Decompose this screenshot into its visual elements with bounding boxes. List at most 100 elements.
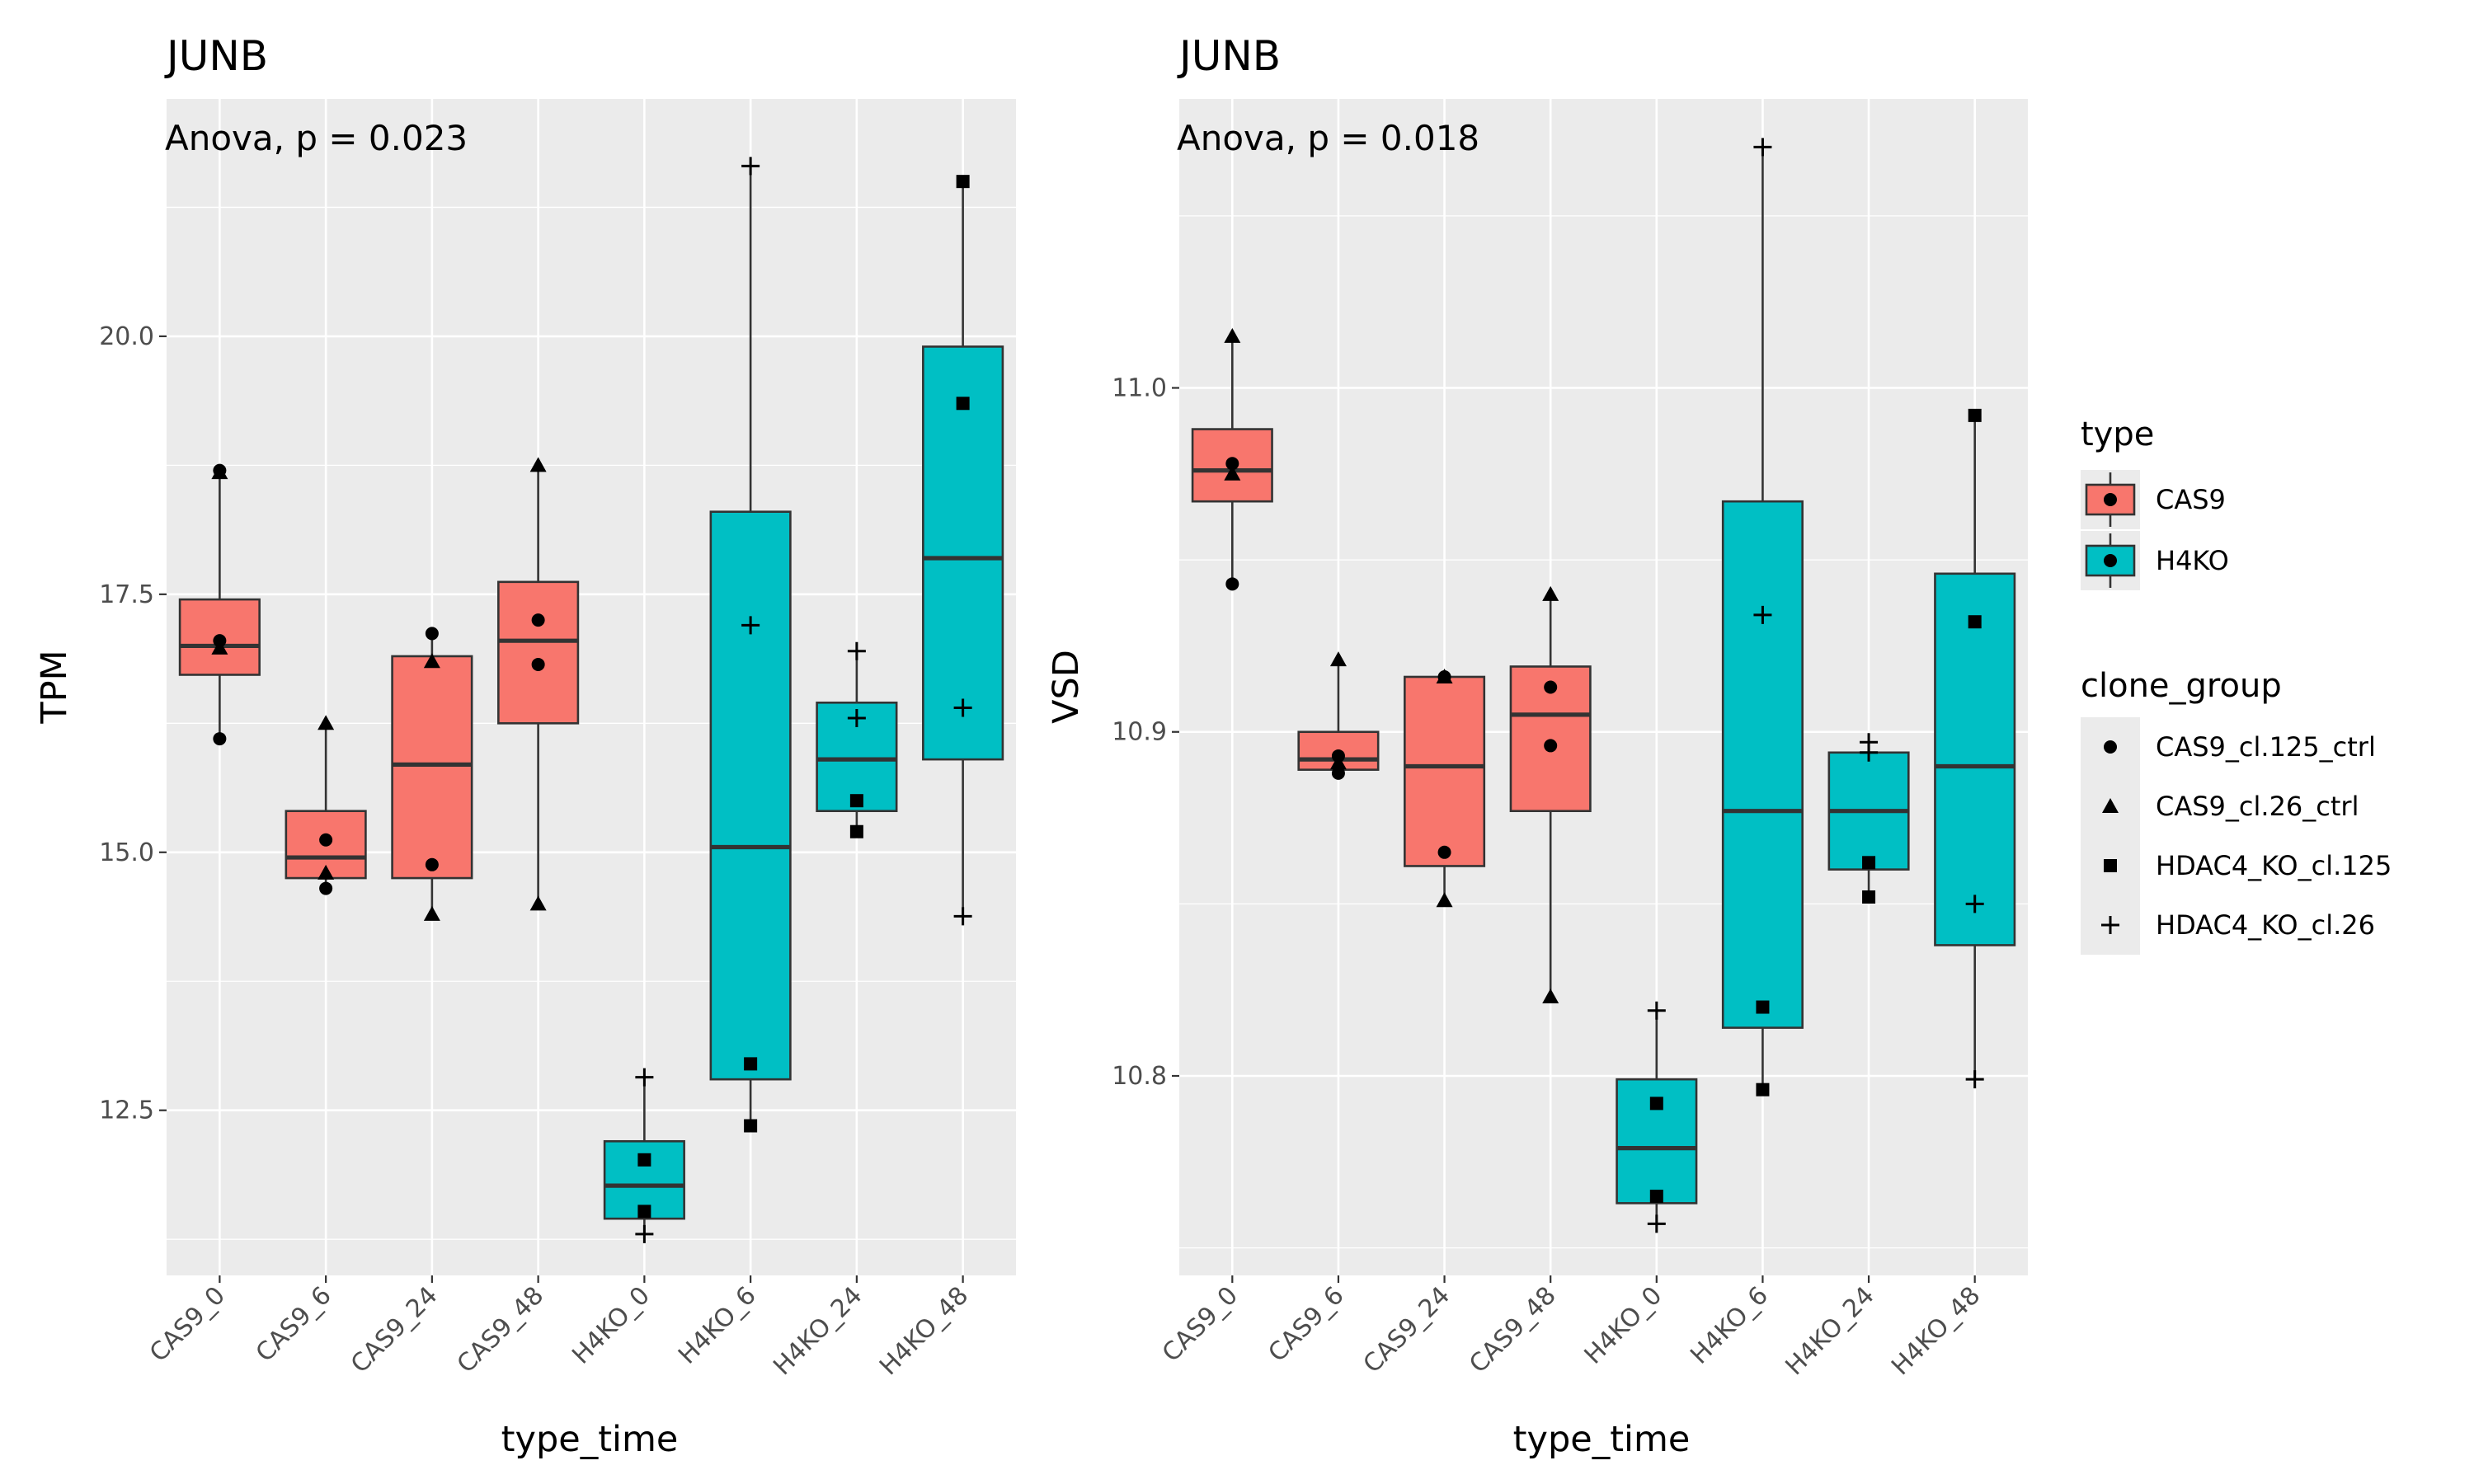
legend-label: HDAC4_KO_cl.125 xyxy=(2156,850,2392,881)
data-point xyxy=(211,464,228,480)
data-point xyxy=(1331,766,1345,780)
data-point xyxy=(211,639,228,655)
legend-item-h4ko: H4KO xyxy=(2081,531,2229,590)
x-axis-ticks-right: CAS9_0 CAS9_6 CAS9_24 CAS9_48 H4KO_0 H4KO_6 H4… xyxy=(1157,1275,1986,1381)
box-body xyxy=(709,510,792,1081)
data-point xyxy=(744,1057,758,1071)
data-point xyxy=(1649,1190,1663,1204)
y-tick-label: 17.5 xyxy=(99,580,154,609)
chart-title-right: JUNB xyxy=(1177,32,1281,80)
data-point xyxy=(744,1119,758,1133)
data-point xyxy=(531,613,545,627)
data-point xyxy=(635,1068,654,1087)
y-tick-label: 10.9 xyxy=(1112,718,1167,747)
box-H4KO_6 xyxy=(709,166,792,1126)
legend-label: H4KO xyxy=(2156,545,2229,576)
box-body xyxy=(1934,572,2016,946)
x-tick-label: CAS9_24 xyxy=(1358,1281,1456,1379)
data-point xyxy=(956,175,970,189)
data-point xyxy=(1542,989,1559,1004)
x-tick-label: H4KO_6 xyxy=(673,1281,762,1370)
data-point xyxy=(1224,327,1241,343)
box-H4KO_24 xyxy=(1827,742,1910,898)
legend-key-shape xyxy=(2104,740,2117,754)
data-point xyxy=(1437,845,1451,859)
data-point xyxy=(1225,577,1239,591)
data-point xyxy=(1756,1082,1770,1097)
data-point xyxy=(529,895,547,911)
legend-label: CAS9_cl.125_ctrl xyxy=(2156,731,2376,763)
data-point xyxy=(635,1224,654,1243)
x-tick-label: CAS9_6 xyxy=(1263,1281,1349,1368)
y-axis-ticks-right: 10.8 10.9 11.0 xyxy=(1112,373,1179,1091)
data-point xyxy=(1544,680,1558,694)
y-tick-label: 10.8 xyxy=(1112,1062,1167,1091)
data-point xyxy=(741,157,760,176)
box-body xyxy=(497,580,580,725)
chart-title-left: JUNB xyxy=(164,32,268,80)
x-tick-label: CAS9_48 xyxy=(1464,1281,1562,1379)
legend-item-circle: CAS9_cl.125_ctrl xyxy=(2081,717,2376,777)
data-point xyxy=(1968,615,1982,629)
legend-item-cas9: CAS9 xyxy=(2081,470,2226,529)
data-point xyxy=(1225,457,1239,471)
legend-item-plus: HDAC4_KO_cl.26 xyxy=(2081,895,2375,955)
box-body xyxy=(391,655,473,880)
anova-annotation-left: Anova, p = 0.023 xyxy=(165,118,468,158)
y-axis-ticks-left: 12.5 15.0 17.5 20.0 xyxy=(99,322,167,1125)
legend-label: CAS9_cl.26_ctrl xyxy=(2156,791,2359,822)
x-axis-ticks-left: CAS9_0 CAS9_6 CAS9_24 CAS9_48 H4KO_0 H4KO_6 H4… xyxy=(144,1275,974,1381)
box-H4KO_48 xyxy=(1934,415,2016,1080)
data-point xyxy=(1542,585,1559,601)
box-CAS9_48 xyxy=(497,465,580,904)
legend-label: CAS9 xyxy=(2156,484,2226,515)
anova-annotation-right: Anova, p = 0.018 xyxy=(1177,118,1479,158)
data-point xyxy=(1862,890,1876,904)
data-point xyxy=(213,732,227,746)
box-body xyxy=(922,345,1004,761)
y-tick-label: 12.5 xyxy=(99,1097,154,1125)
legend-key-point xyxy=(2104,493,2117,506)
legend-key-shape xyxy=(2104,859,2117,872)
y-axis-label-left: TPM xyxy=(34,650,75,724)
x-tick-label: CAS9_0 xyxy=(144,1281,231,1368)
data-point xyxy=(1753,138,1772,157)
x-tick-label: CAS9_0 xyxy=(1157,1281,1244,1368)
data-point xyxy=(637,1153,651,1167)
box-H4KO_48 xyxy=(922,181,1004,917)
legend-key-shape xyxy=(2102,798,2119,813)
data-point xyxy=(1862,856,1876,870)
data-point xyxy=(1544,739,1558,753)
data-point xyxy=(1329,754,1347,770)
data-point xyxy=(953,698,972,717)
data-point xyxy=(319,833,333,847)
box-CAS9_48 xyxy=(1509,594,1592,998)
data-point xyxy=(1753,605,1772,624)
y-tick-label: 20.0 xyxy=(99,322,154,351)
panel-tpm: JUNB Anova, p = 0.023 12.5 15.0 17.5 20.0 C… xyxy=(34,32,1016,1460)
data-point xyxy=(847,641,866,660)
data-point xyxy=(1436,668,1453,683)
data-point xyxy=(849,794,863,808)
data-point xyxy=(1756,1000,1770,1014)
data-point xyxy=(1968,408,1982,422)
box-H4KO_6 xyxy=(1721,147,1804,1090)
x-tick-label: H4KO_24 xyxy=(1780,1281,1879,1381)
data-point xyxy=(1965,1070,1984,1089)
legend-key-point xyxy=(2104,554,2117,567)
data-point xyxy=(847,709,866,728)
data-point xyxy=(423,653,440,669)
data-point xyxy=(423,905,440,921)
legend-title-clone-group: clone_group xyxy=(2081,667,2282,705)
box-body xyxy=(1404,675,1486,867)
data-point xyxy=(1860,743,1879,762)
data-point xyxy=(425,627,439,641)
y-tick-label: 15.0 xyxy=(99,838,154,867)
x-tick-label: H4KO_48 xyxy=(874,1281,974,1381)
x-axis-label-right: type_time xyxy=(1513,1419,1691,1460)
marks-left xyxy=(178,157,1004,1243)
data-point xyxy=(531,657,545,671)
data-point xyxy=(741,616,760,635)
legend-item-triangle: CAS9_cl.26_ctrl xyxy=(2081,777,2359,836)
legend-key-shape xyxy=(2101,916,2119,934)
